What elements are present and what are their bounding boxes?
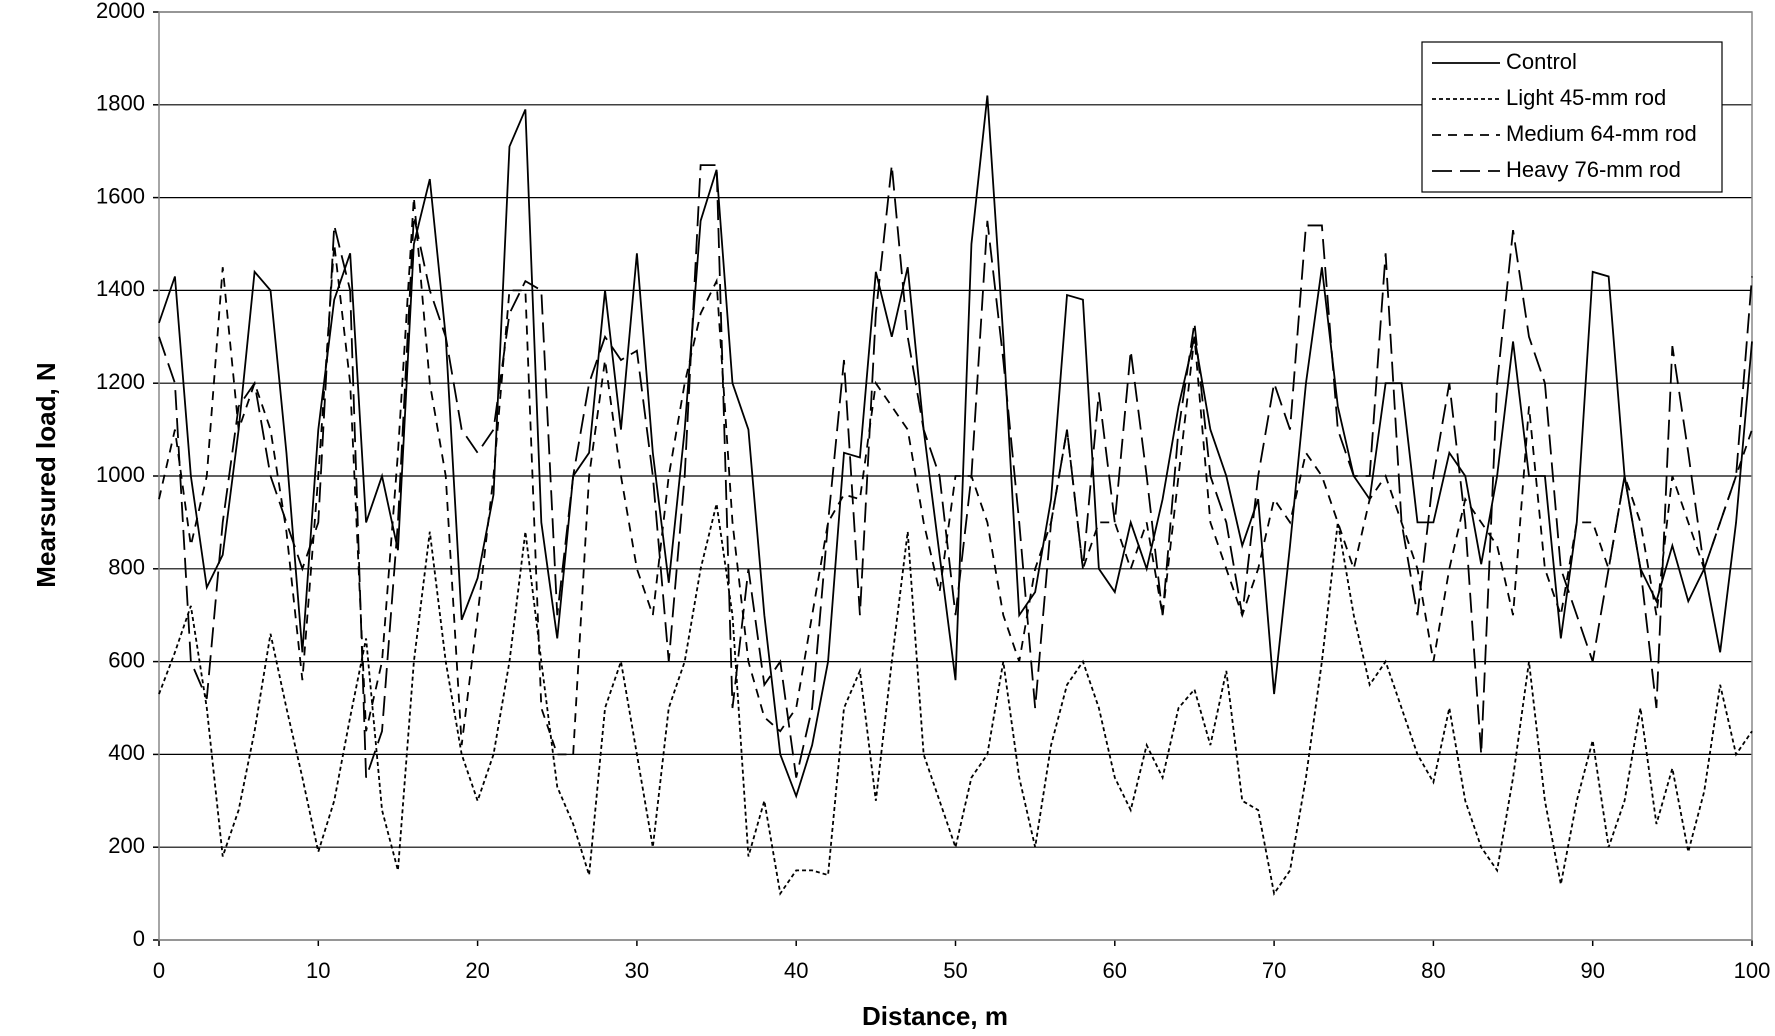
series-line	[158, 95, 1753, 799]
y-tick-label: 0	[133, 926, 145, 951]
y-tick-label: 200	[108, 833, 145, 858]
series-line	[158, 164, 1753, 778]
y-tick-label: 800	[108, 555, 145, 580]
series-line	[158, 503, 1753, 896]
x-tick-label: 70	[1262, 958, 1286, 983]
y-tick-label: 1200	[96, 369, 145, 394]
y-tick-label: 1000	[96, 462, 145, 487]
x-tick-label: 40	[784, 958, 808, 983]
legend-label: Light 45-mm rod	[1506, 85, 1666, 110]
legend-label: Heavy 76-mm rod	[1506, 157, 1681, 182]
x-tick-label: 80	[1421, 958, 1445, 983]
x-axis-title: Distance, m	[862, 1001, 1008, 1031]
y-tick-label: 2000	[96, 0, 145, 23]
x-tick-label: 50	[943, 958, 967, 983]
x-tick-label: 90	[1580, 958, 1604, 983]
legend-label: Medium 64-mm rod	[1506, 121, 1697, 146]
y-tick-label: 1800	[96, 91, 145, 116]
y-tick-label: 1400	[96, 276, 145, 301]
x-tick-label: 20	[465, 958, 489, 983]
x-tick-label: 100	[1734, 958, 1771, 983]
y-tick-label: 600	[108, 647, 145, 672]
legend-box	[1421, 41, 1723, 193]
x-tick-label: 60	[1103, 958, 1127, 983]
legend-label: Control	[1506, 49, 1577, 74]
y-tick-label: 400	[108, 740, 145, 765]
y-tick-label: 1600	[96, 183, 145, 208]
series-line	[158, 197, 1753, 756]
x-tick-label: 30	[625, 958, 649, 983]
plot-frame	[158, 11, 1753, 941]
x-tick-label: 10	[306, 958, 330, 983]
x-tick-label: 0	[153, 958, 165, 983]
y-axis-title: Mearsured load, N	[31, 362, 61, 587]
